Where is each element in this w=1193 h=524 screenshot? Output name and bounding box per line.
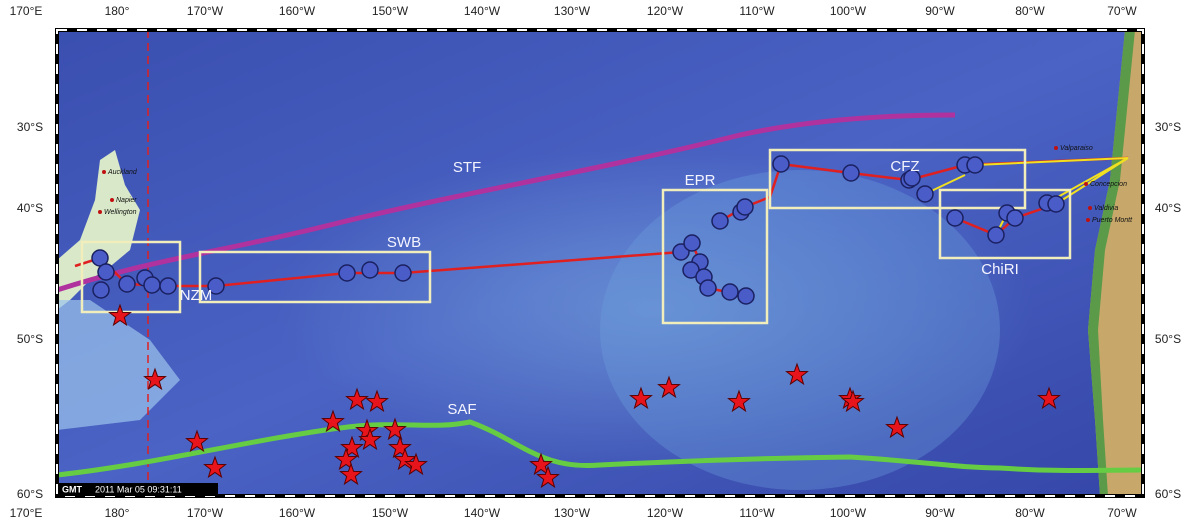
place-dot: [102, 170, 106, 174]
station-marker: [362, 262, 378, 278]
place-label: Concepcion: [1090, 181, 1127, 188]
longitude-label: 80°W: [1015, 506, 1045, 520]
longitude-label: 90°W: [925, 4, 955, 18]
longitude-label: 160°W: [279, 4, 316, 18]
place-label: Auckland: [107, 169, 138, 176]
longitude-label: 90°W: [925, 506, 955, 520]
station-marker: [700, 280, 716, 296]
longitude-label: 120°W: [647, 506, 684, 520]
longitude-label: 80°W: [1015, 4, 1045, 18]
station-marker: [947, 210, 963, 226]
station-marker: [843, 165, 859, 181]
region-label: NZM: [180, 287, 213, 304]
station-marker: [712, 213, 728, 229]
latitude-label: 40°S: [1155, 201, 1181, 215]
station-marker: [144, 277, 160, 293]
longitude-label: 170°W: [187, 506, 224, 520]
longitude-label: 150°W: [372, 506, 409, 520]
map-area: [57, 30, 1143, 496]
place-label: Puerto Montt: [1092, 217, 1133, 224]
longitude-label: 150°W: [372, 4, 409, 18]
place-dot: [1086, 218, 1090, 222]
latitude-label: 30°S: [1155, 120, 1181, 134]
longitude-label: 70°W: [1107, 506, 1137, 520]
longitude-label: 100°W: [830, 4, 867, 18]
timestamp: 2011 Mar 05 09:31:11: [95, 484, 182, 494]
longitude-label: 110°W: [739, 506, 775, 520]
region-label: EPR: [685, 172, 716, 189]
latitude-label: 50°S: [1155, 332, 1181, 346]
station-marker: [160, 278, 176, 294]
region-label: CFZ: [890, 158, 919, 175]
region-label: ChiRI: [981, 261, 1019, 278]
station-marker: [339, 265, 355, 281]
region-label: STF: [453, 159, 481, 176]
latitude-label: 60°S: [1155, 487, 1181, 501]
longitude-label: 110°W: [739, 4, 775, 18]
station-marker: [737, 199, 753, 215]
station-marker: [395, 265, 411, 281]
longitude-label: 130°W: [554, 4, 591, 18]
longitude-label: 140°W: [464, 4, 501, 18]
region-label: SAF: [447, 401, 476, 418]
station-marker: [93, 282, 109, 298]
station-marker: [773, 156, 789, 172]
longitude-label: 170°E: [10, 4, 43, 18]
station-marker: [98, 264, 114, 280]
longitude-label: 120°W: [647, 4, 684, 18]
longitude-label: 160°W: [279, 506, 316, 520]
latitude-label: 60°S: [17, 487, 43, 501]
latitude-label: 40°S: [17, 201, 43, 215]
latitude-label: 30°S: [17, 120, 43, 134]
station-marker: [1048, 196, 1064, 212]
place-label: Napier: [116, 197, 137, 204]
logo: GMT: [62, 484, 82, 494]
place-dot: [98, 210, 102, 214]
place-label: Valparaiso: [1060, 145, 1093, 152]
place-label: Valdivia: [1094, 205, 1118, 212]
longitude-label: 100°W: [830, 506, 867, 520]
station-marker: [684, 235, 700, 251]
place-label: Wellington: [104, 209, 137, 216]
longitude-label: 170°W: [187, 4, 224, 18]
station-marker: [988, 227, 1004, 243]
place-dot: [1088, 206, 1092, 210]
station-marker: [967, 157, 983, 173]
longitude-label: 140°W: [464, 506, 501, 520]
station-marker: [738, 288, 754, 304]
longitude-label: 130°W: [554, 506, 591, 520]
longitude-label: 180°: [105, 4, 130, 18]
latitude-label: 50°S: [17, 332, 43, 346]
place-dot: [110, 198, 114, 202]
longitude-label: 180°: [105, 506, 130, 520]
station-marker: [722, 284, 738, 300]
place-dot: [1054, 146, 1058, 150]
longitude-label: 170°E: [10, 506, 43, 520]
region-label: SWB: [387, 234, 421, 251]
place-dot: [1084, 182, 1088, 186]
station-marker: [1007, 210, 1023, 226]
longitude-label: 70°W: [1107, 4, 1137, 18]
map-figure: GMT 2011 Mar 05 09:31:11 170°E 170°E 180° 1…: [0, 0, 1193, 524]
station-marker: [917, 186, 933, 202]
station-marker: [119, 276, 135, 292]
